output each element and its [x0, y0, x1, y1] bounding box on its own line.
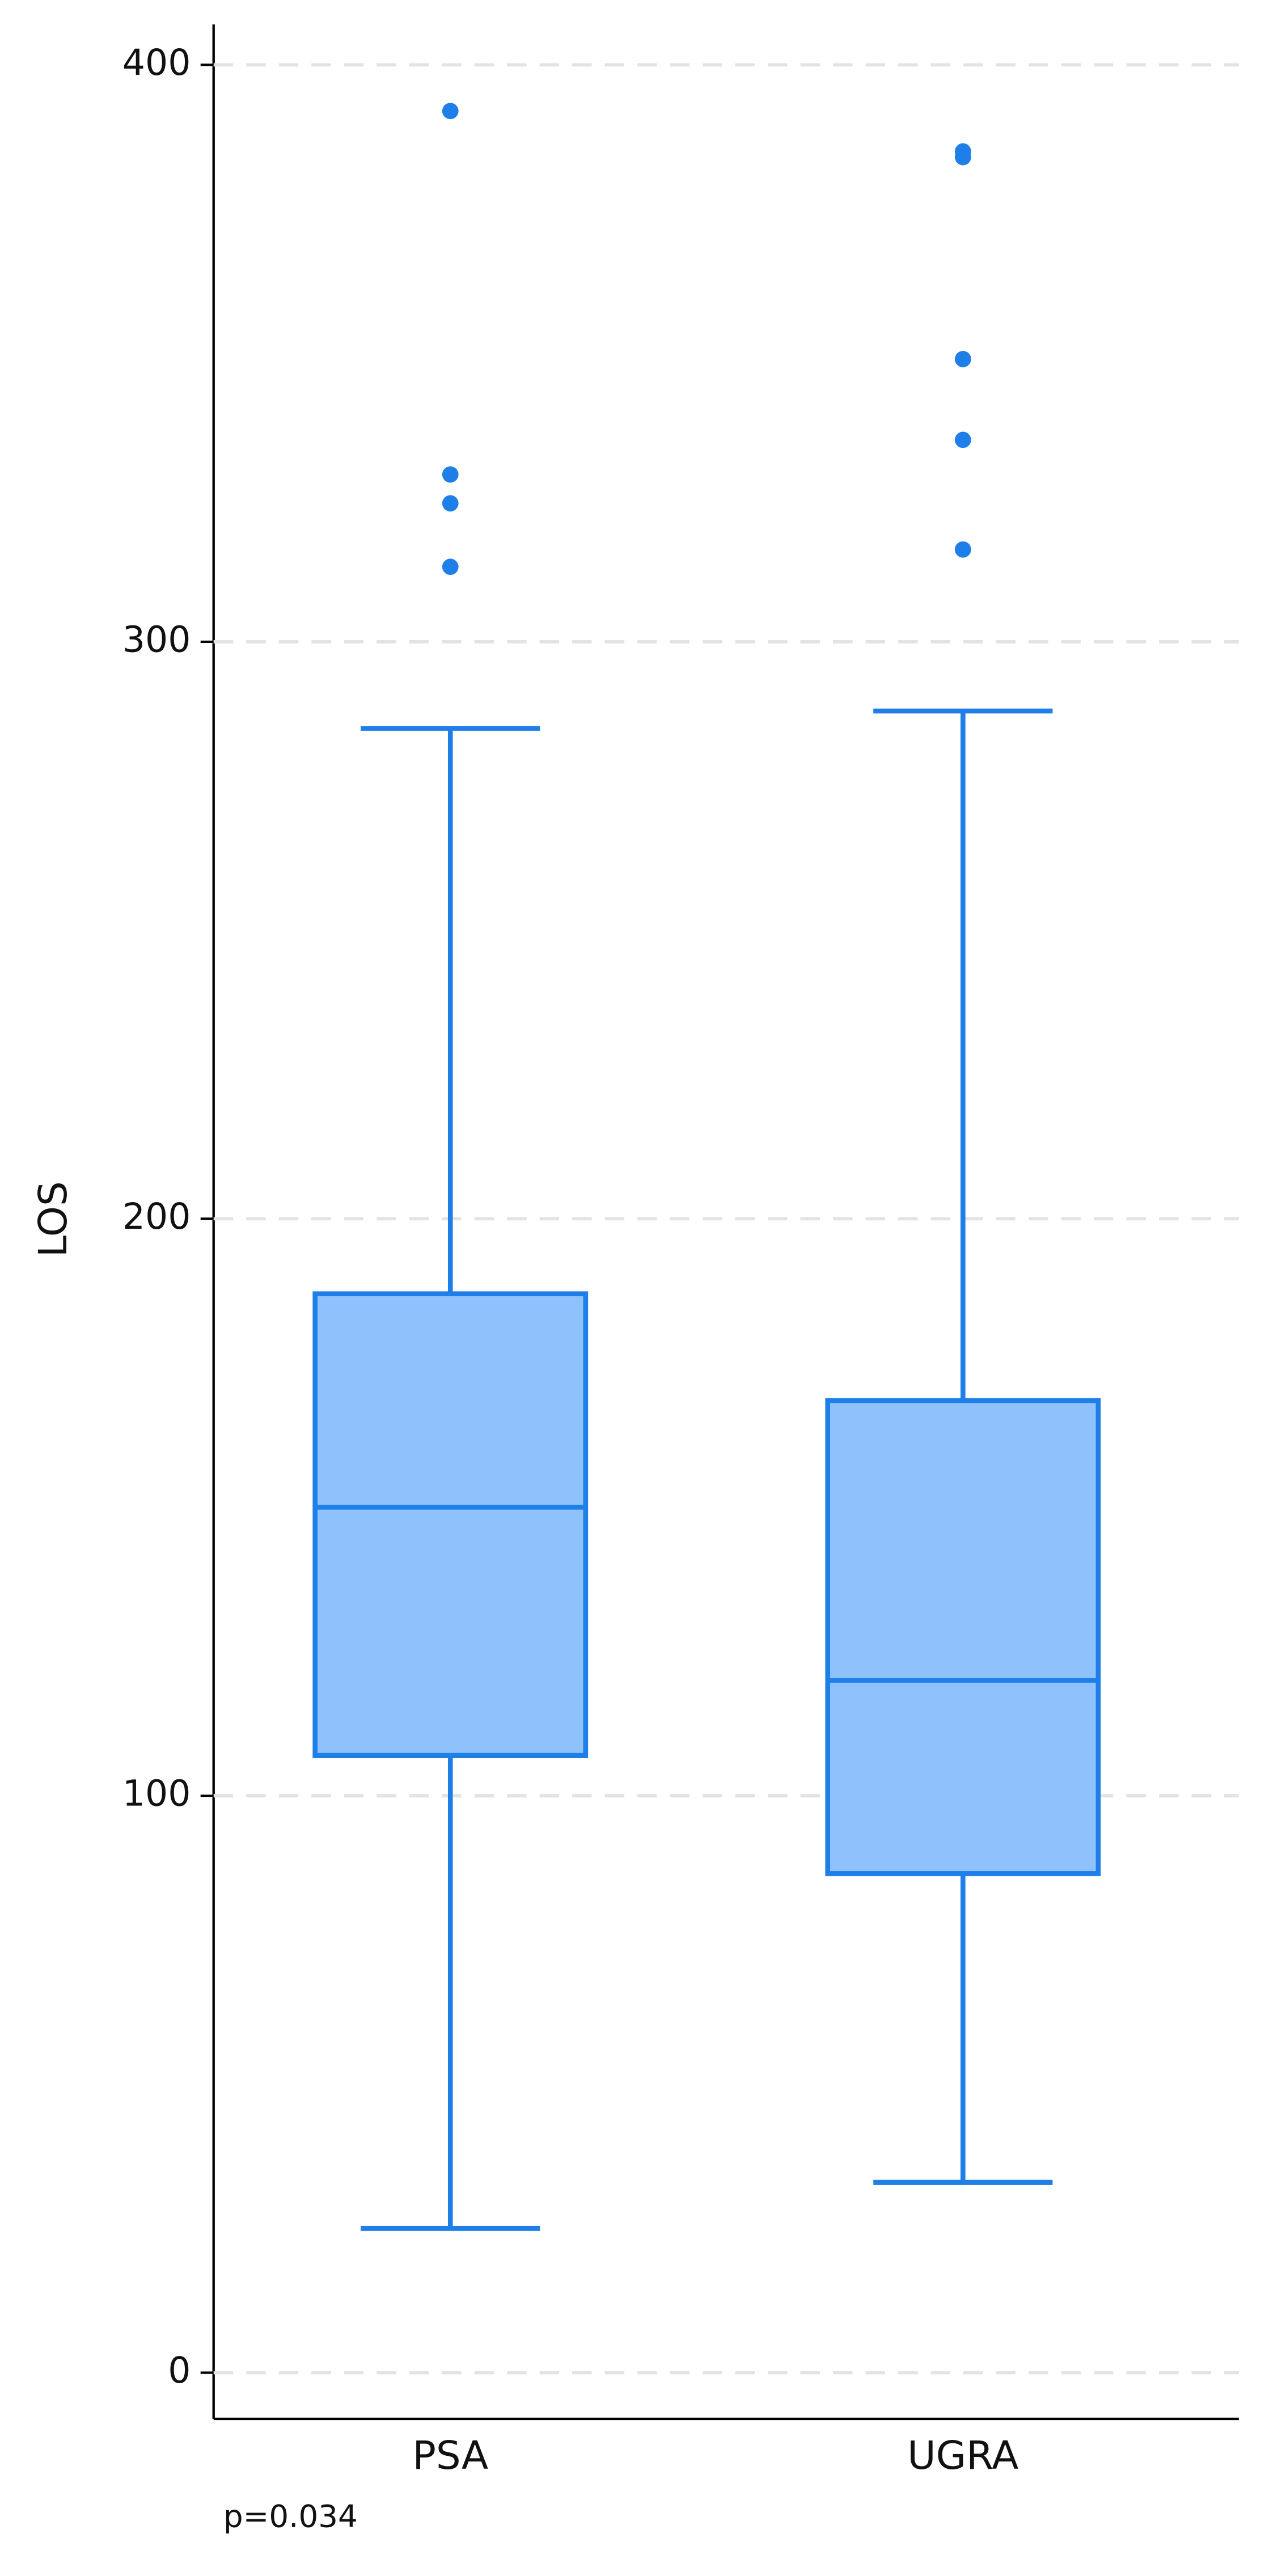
y-axis-label: LOS: [31, 1181, 76, 1257]
outlier: [954, 432, 971, 449]
x-tick-label: PSA: [412, 2433, 488, 2478]
y-tick-label: 100: [122, 1773, 191, 1814]
y-tick-label: 400: [122, 41, 191, 83]
y-tick-label: 300: [122, 618, 191, 660]
outlier: [442, 559, 459, 575]
outlier: [442, 466, 459, 483]
outlier: [954, 541, 971, 558]
y-tick-label: 0: [168, 2349, 191, 2391]
outlier: [954, 149, 971, 166]
outlier: [442, 495, 459, 512]
x-tick-label: UGRA: [907, 2433, 1018, 2478]
outlier: [442, 103, 459, 120]
outlier: [954, 350, 971, 367]
y-tick-label: 200: [122, 1195, 191, 1237]
box: [825, 1398, 1101, 1876]
box: [312, 1291, 589, 1758]
annotation: p=0.034: [223, 2498, 358, 2534]
